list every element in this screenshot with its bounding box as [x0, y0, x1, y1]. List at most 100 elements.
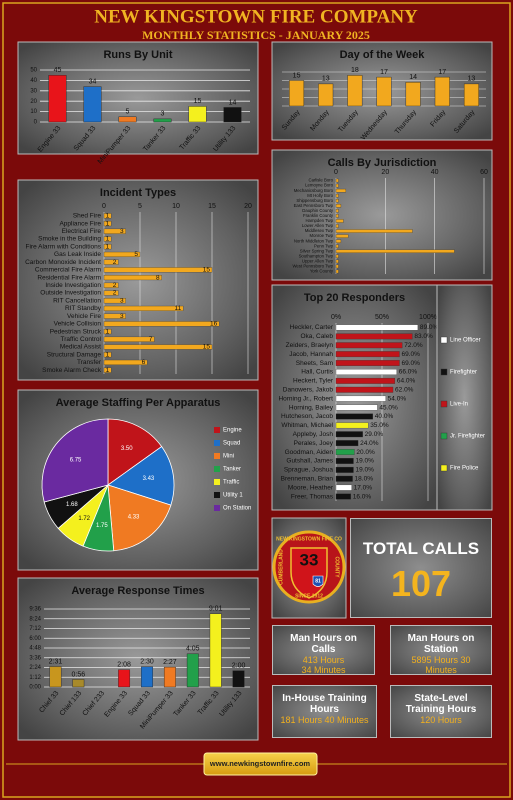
- bar: [335, 466, 354, 473]
- x-tick-label: 20: [244, 203, 252, 210]
- legend-swatch: [214, 427, 220, 433]
- y-tick-label: RIT Standby: [65, 305, 102, 312]
- bar: [48, 74, 67, 123]
- stat-value: 181 Hours 40 Minutes: [280, 715, 369, 725]
- value-label: 4.33: [128, 515, 140, 521]
- bar: [188, 106, 207, 123]
- value-label: 2: [113, 282, 117, 289]
- value-label: 45.0%: [379, 404, 398, 411]
- y-tick-label: Freer, Thomas: [291, 493, 334, 500]
- value-label: 35.0%: [370, 422, 389, 429]
- x-tick-label: 100%: [419, 314, 437, 321]
- stat-title: In-House Training Hours: [282, 693, 367, 715]
- bar: [103, 290, 119, 296]
- y-tick-label: Whitman, Michael: [281, 422, 333, 429]
- total-calls-panel: TOTAL CALLS 107: [350, 518, 492, 618]
- bar: [49, 666, 62, 688]
- legend-label: Fire Police: [450, 466, 479, 472]
- bar: [153, 118, 172, 123]
- y-tick-label: 20: [30, 99, 37, 105]
- website-button[interactable]: [203, 752, 318, 776]
- pie-slice: [107, 446, 175, 506]
- y-tick-label: Medical Assist: [60, 344, 101, 351]
- bar: [103, 244, 112, 250]
- bar: [118, 669, 131, 688]
- value-label: 5: [126, 109, 130, 116]
- stat-box: Man Hours on Calls 413 Hours 34 Minutes: [272, 625, 375, 675]
- y-tick-label: Outside Investigation: [40, 290, 101, 297]
- bar: [335, 229, 413, 233]
- bar: [335, 395, 386, 402]
- bar: [103, 367, 112, 373]
- bar: [141, 666, 153, 688]
- x-tick-label: 50%: [375, 314, 389, 321]
- bar: [335, 188, 347, 193]
- legend-swatch: [214, 505, 220, 511]
- value-label: 2:27: [163, 659, 177, 666]
- pie-slice: [41, 418, 109, 503]
- bar: [376, 76, 392, 107]
- value-label: 62.0%: [395, 386, 414, 393]
- value-label: 1: [106, 236, 110, 243]
- bar: [318, 83, 334, 107]
- y-tick-label: Oka, Caleb: [300, 333, 333, 340]
- legend-swatch: [214, 453, 220, 459]
- bar: [103, 329, 112, 335]
- stat-box: State-Level Training Hours 120 Hours: [390, 685, 492, 738]
- bar: [335, 183, 339, 188]
- y-tick-label: North Middleton Twp: [294, 238, 334, 243]
- value-label: 69.0%: [401, 360, 420, 367]
- value-label: 40.0%: [375, 413, 394, 420]
- y-tick-label: Hutcheson, Jacob: [281, 413, 333, 420]
- bar: [335, 239, 342, 243]
- logo-name: NEW KINGSTOWN FIRE CO: [276, 536, 342, 542]
- value-label: 45: [54, 67, 62, 74]
- x-tick-label: 0: [334, 169, 338, 176]
- y-tick-label: Danowers, Jakob: [283, 386, 334, 393]
- y-tick-label: Residential Fire Alarm: [37, 274, 101, 281]
- bar: [335, 484, 352, 491]
- bar: [335, 333, 413, 340]
- value-label: 1: [106, 243, 110, 250]
- value-label: 11: [174, 305, 181, 312]
- value-label: 1.72: [78, 516, 90, 522]
- bar: [209, 613, 222, 688]
- bar: [405, 81, 421, 107]
- bar: [103, 313, 126, 319]
- value-label: 69.0%: [401, 351, 420, 358]
- value-label: 9:01: [209, 606, 223, 613]
- bar: [335, 214, 339, 218]
- y-tick-label: 0: [34, 120, 38, 126]
- logo-since: SINCE 1912: [295, 593, 323, 599]
- bar: [463, 83, 479, 107]
- logo-route-shield: [312, 575, 324, 587]
- y-tick-label: Commercial Fire Alarm: [35, 267, 101, 274]
- value-label: 89.0%: [420, 324, 439, 331]
- y-tick-label: Appleby, Josh: [293, 431, 334, 438]
- chart-title: Average Staffing Per Apparatus: [56, 397, 221, 409]
- bar: [335, 219, 344, 223]
- website-url[interactable]: www.newkingstownfire.com: [209, 759, 310, 768]
- logo-number: 33: [300, 550, 319, 569]
- value-label: 13: [468, 76, 476, 83]
- stat-value: 34 Minutes: [301, 665, 346, 675]
- stat-title: Man Hours on Calls: [290, 633, 357, 655]
- y-tick-label: RIT Cancellation: [53, 297, 101, 304]
- y-tick-label: Gutshall, James: [286, 458, 333, 465]
- y-tick-label: 0:00: [29, 685, 41, 691]
- value-label: 15: [203, 344, 211, 351]
- y-tick-label: Traffic Control: [61, 336, 102, 343]
- legend-label: Line Officer: [450, 338, 481, 344]
- bar: [103, 305, 184, 311]
- y-tick-label: 4:48: [29, 646, 41, 652]
- legend-swatch: [440, 464, 448, 472]
- bar: [335, 360, 400, 366]
- value-label: 18: [351, 67, 359, 74]
- y-tick-label: Dauphin County: [302, 208, 334, 213]
- bar: [103, 259, 119, 265]
- legend-label: On Station: [223, 506, 251, 512]
- bar: [232, 670, 245, 688]
- bar: [103, 352, 112, 358]
- legend-label: Traffic: [223, 480, 239, 486]
